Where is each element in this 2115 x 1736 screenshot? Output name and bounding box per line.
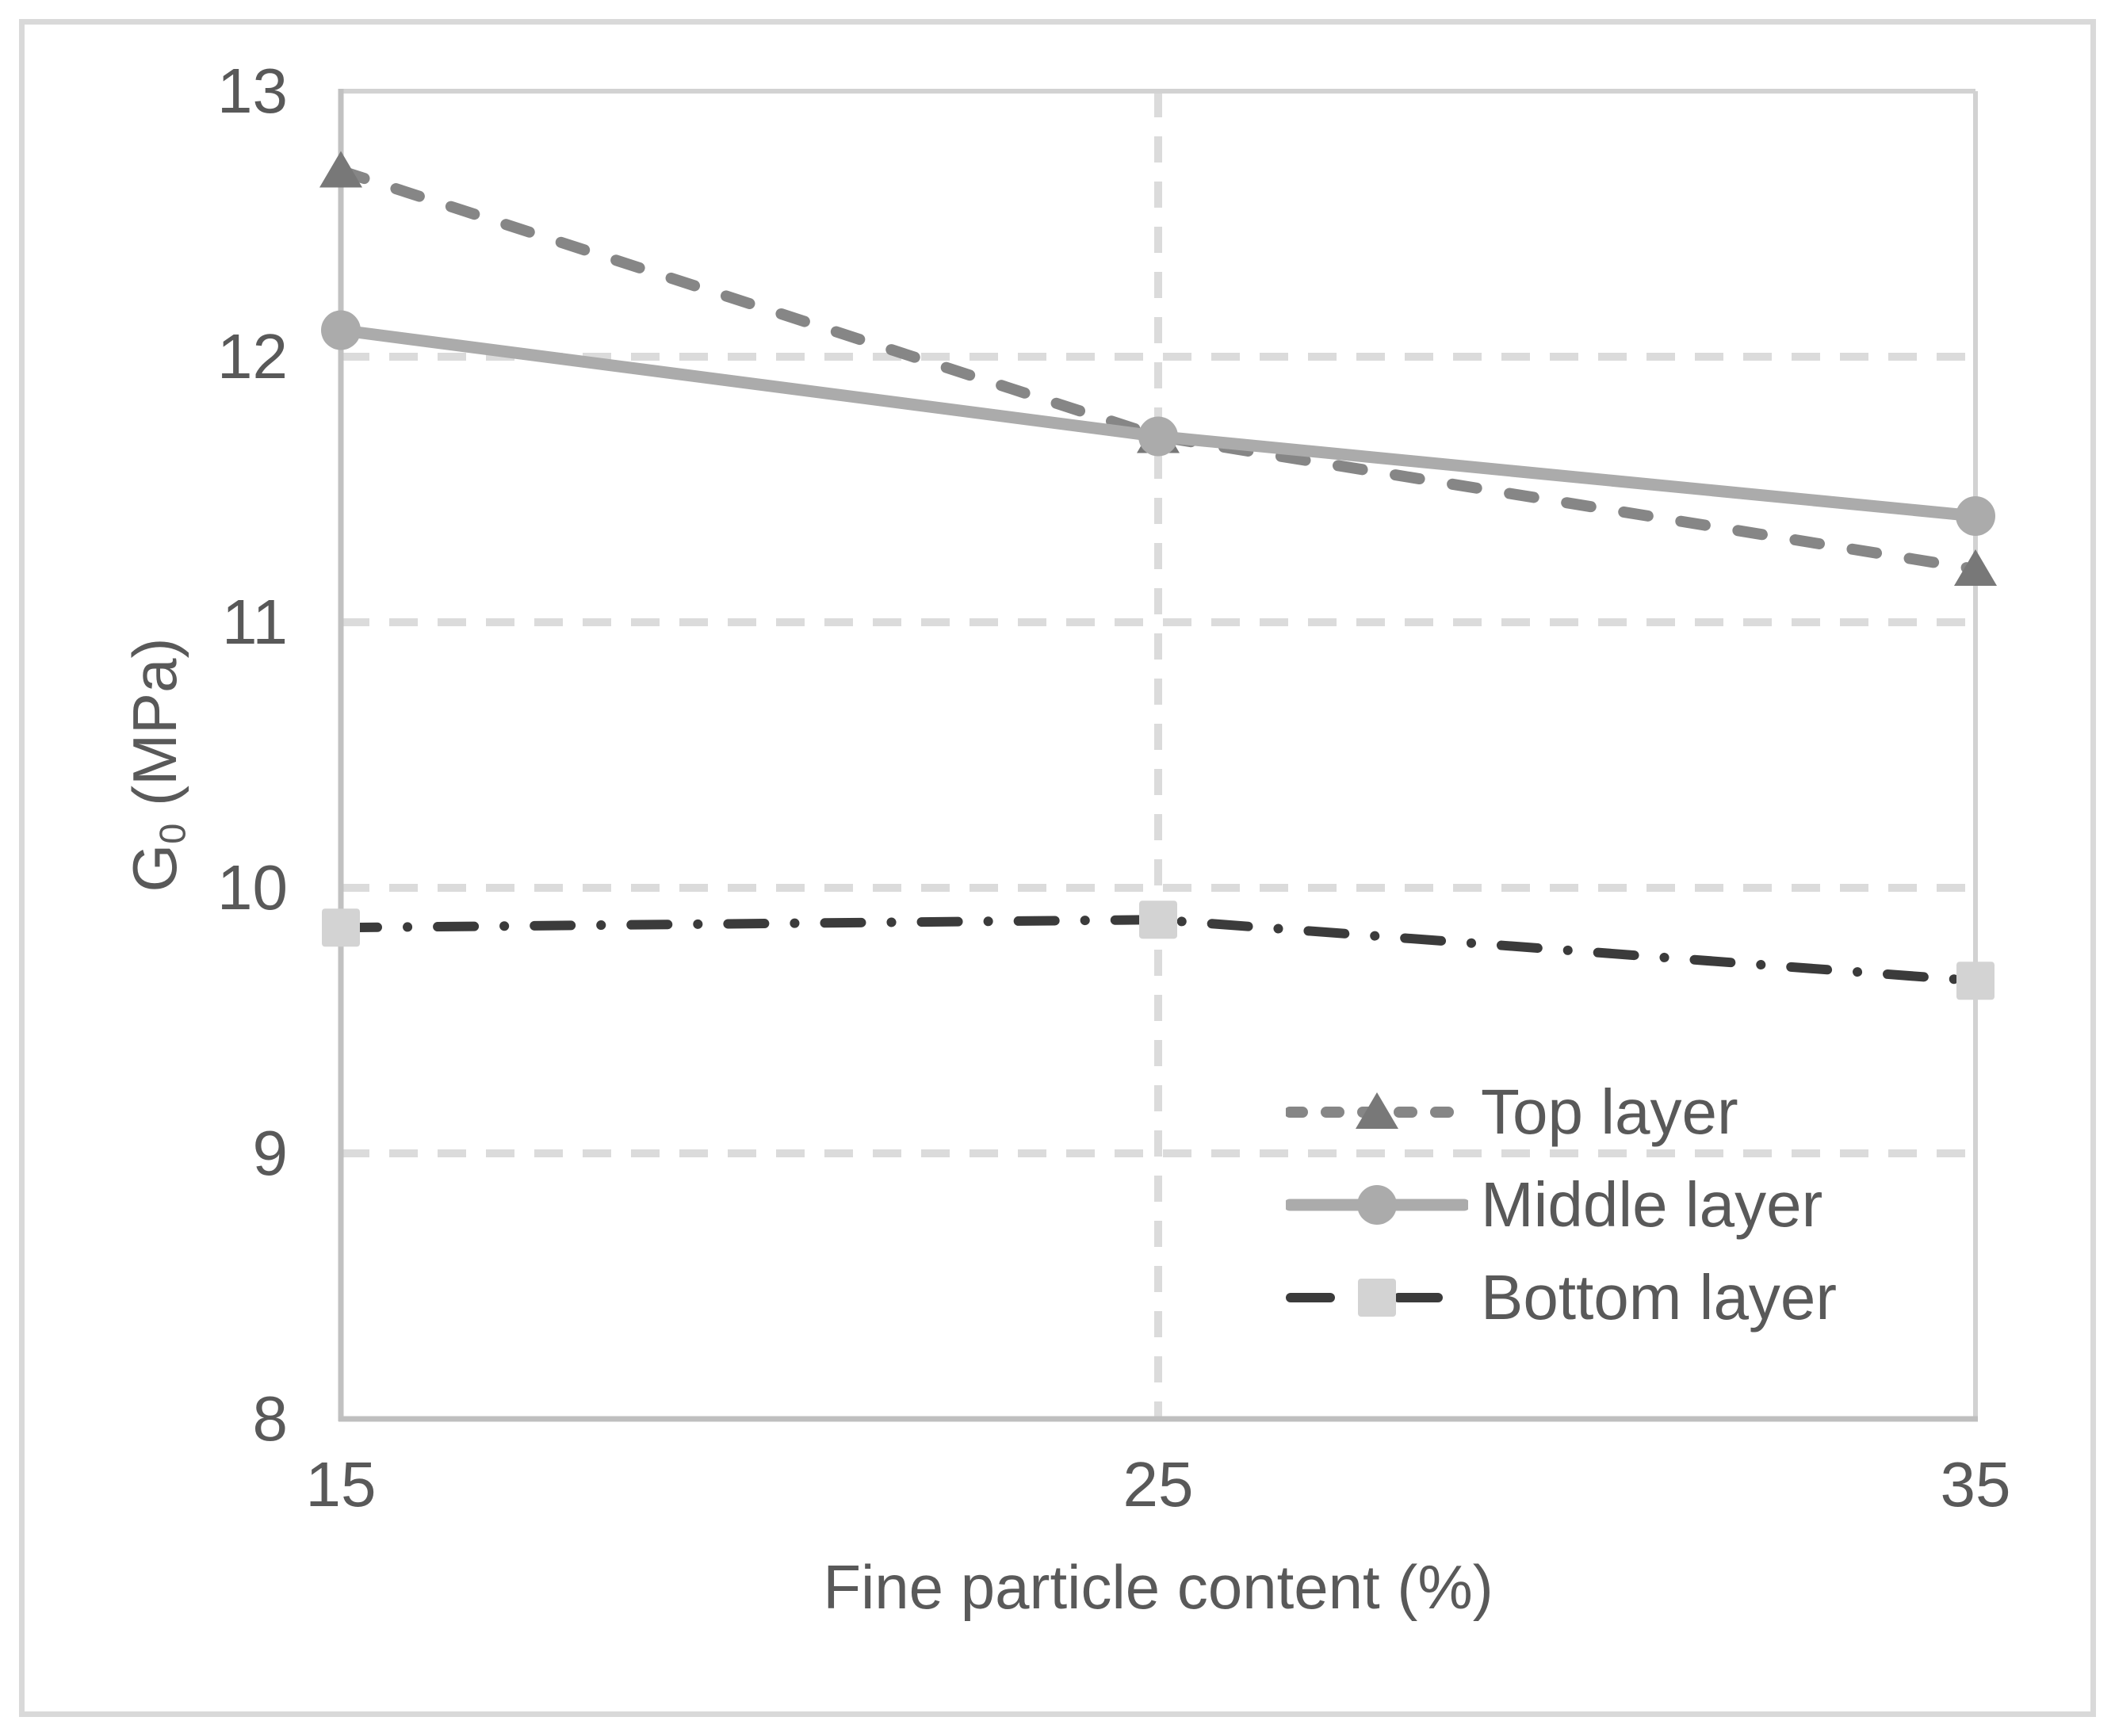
x-tick-label-25: 25 [1123,1449,1194,1520]
legend-marker-middle-layer-icon [1283,1165,1471,1245]
legend-item-middle-layer: Middle layer [1283,1158,1837,1251]
legend-label-top-layer: Top layer [1481,1076,1738,1147]
series-line-bottom-layer [336,915,1980,986]
series-line-top-layer [335,165,1981,575]
y-tick-label-12: 12 [217,321,288,392]
triangle-marker-top-layer [1954,549,1997,586]
square-marker-bottom-layer [1956,962,1995,1000]
circle-marker-middle-layer [1138,416,1178,457]
y-tick-label-13: 13 [217,55,288,126]
legend-circle [1357,1184,1397,1225]
y-tick-label-9: 9 [252,1118,289,1188]
legend-marker-top-layer-icon [1284,1073,1470,1152]
y-axis-title: G0 (MPa) [120,488,193,1042]
legend: Top layer Middle layer Bottom layer [1283,1065,1837,1344]
triangle-marker-top-layer [319,151,362,188]
square-marker-bottom-layer [322,908,360,947]
y-axis-title-subscript: 0 [151,823,193,844]
square-marker-bottom-layer [1139,901,1177,939]
circle-marker-middle-layer [321,310,361,350]
legend-item-top-layer: Top layer [1284,1065,1837,1158]
x-tick-label-35: 35 [1940,1449,2011,1520]
y-axis-title-unit: (MPa) [120,637,189,806]
y-tick-label-10: 10 [217,852,288,923]
x-tick-label-15: 15 [305,1449,377,1520]
y-tick-label-8: 8 [252,1383,289,1454]
circle-marker-middle-layer [1956,496,1995,536]
legend-square [1358,1278,1396,1317]
legend-label-middle-layer: Middle layer [1481,1168,1823,1240]
x-axis-title: Fine particle content (%) [823,1552,1494,1622]
series-bottom-layer [322,901,1995,1000]
legend-item-bottom-layer: Bottom layer [1286,1251,1837,1344]
legend-marker-bottom-layer-icon [1286,1258,1468,1337]
y-tick-label-11: 11 [221,587,288,657]
series-middle-layer [321,310,1995,536]
legend-label-bottom-layer: Bottom layer [1481,1261,1838,1333]
y-axis-title-symbol: G [120,843,189,893]
figure-border [19,19,2096,1717]
legend-triangle [1356,1092,1398,1129]
